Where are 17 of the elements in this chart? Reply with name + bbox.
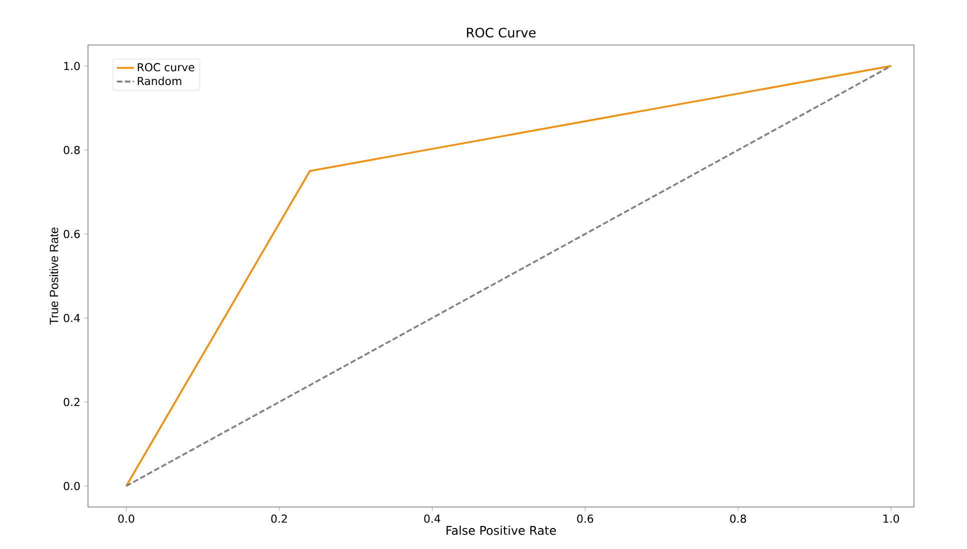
y-tick-label: 0.0	[64, 482, 80, 490]
y-tick-label: 0.2	[64, 398, 80, 406]
x-tick-label: 1.0	[884, 514, 900, 523]
x-tick-label: 0.6	[577, 514, 594, 523]
x-tick-label: 0.2	[271, 514, 287, 523]
y-tick-label: 0.8	[64, 146, 80, 154]
y-axis-title: True Positive Rate	[49, 228, 58, 325]
legend-label: ROC curve	[138, 63, 194, 72]
x-tick-label: 0.8	[730, 514, 746, 523]
y-tick-label: 0.4	[64, 314, 80, 322]
x-tick-label: 0.4	[424, 514, 440, 523]
x-tick-label: 0.0	[118, 514, 134, 523]
legend-label: Random	[138, 76, 182, 86]
y-tick-label: 0.6	[64, 230, 80, 238]
chart-title: ROC Curve	[466, 28, 536, 38]
y-tick-label: 1.0	[64, 62, 80, 70]
x-axis-title: False Positive Rate	[446, 526, 556, 535]
